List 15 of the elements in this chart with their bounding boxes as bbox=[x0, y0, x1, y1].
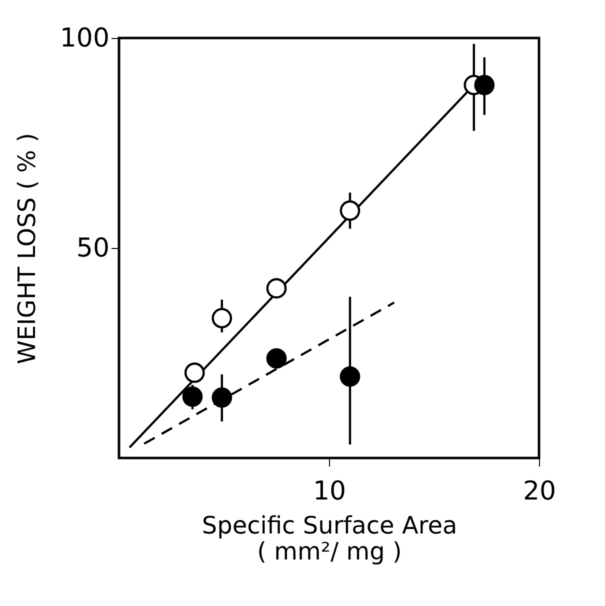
point bbox=[184, 362, 205, 383]
x-tick-label: 20 bbox=[522, 476, 556, 506]
point bbox=[182, 386, 203, 407]
point bbox=[340, 366, 360, 387]
x-axis-title: Specific Surface Area ( mm²/ mg ) bbox=[202, 512, 458, 566]
y-tick-label: 50 bbox=[76, 234, 110, 264]
point bbox=[340, 200, 360, 221]
x-tick-label: 10 bbox=[312, 476, 346, 506]
point bbox=[212, 387, 232, 408]
y-axis-title: WEIGHT LOSS ( % ) bbox=[12, 132, 41, 364]
point bbox=[474, 74, 495, 96]
point bbox=[266, 278, 287, 298]
y-tick-label: 100 bbox=[60, 24, 110, 54]
point bbox=[266, 348, 287, 369]
point bbox=[212, 308, 232, 328]
